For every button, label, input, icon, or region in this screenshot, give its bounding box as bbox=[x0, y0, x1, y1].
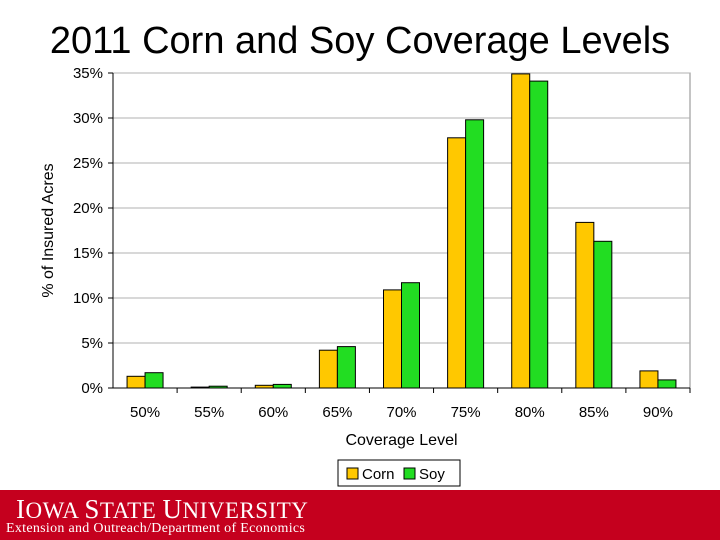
x-tick-label: 75% bbox=[451, 404, 481, 421]
y-tick-label: 5% bbox=[81, 335, 103, 352]
bar-corn-60 bbox=[254, 384, 274, 389]
y-tick-label: 35% bbox=[73, 65, 103, 82]
bar-soy-85 bbox=[593, 240, 613, 389]
y-axis-title: % of Insured Acres bbox=[40, 163, 57, 297]
x-tick-label: 70% bbox=[386, 404, 416, 421]
bar-corn-90 bbox=[639, 370, 659, 389]
y-tick-label: 25% bbox=[73, 155, 103, 172]
y-tick-label: 10% bbox=[73, 290, 103, 307]
bar-soy-50 bbox=[144, 372, 164, 389]
bar-corn-55 bbox=[190, 386, 210, 389]
footer-subtitle: Extension and Outreach/Department of Eco… bbox=[6, 521, 306, 536]
x-tick-label: 85% bbox=[579, 404, 609, 421]
x-tick-label: 50% bbox=[130, 404, 160, 421]
bar-corn-75 bbox=[447, 137, 467, 389]
x-tick-label: 80% bbox=[515, 404, 545, 421]
x-tick-label: 65% bbox=[322, 404, 352, 421]
x-tick-label: 90% bbox=[643, 404, 673, 421]
bar-soy-65 bbox=[336, 346, 356, 389]
bar-soy-55 bbox=[208, 385, 228, 389]
bar-corn-50 bbox=[126, 375, 146, 389]
x-axis-title: Coverage Level bbox=[345, 432, 457, 449]
bar-corn-80 bbox=[511, 73, 531, 389]
legend-label-corn: Corn bbox=[362, 466, 395, 483]
y-tick-label: 30% bbox=[73, 110, 103, 127]
bar-chart: 0% 5% 10% 15% 20% 25% 30% 35% 50% 55% 60% 65% 70% 75%… bbox=[40, 65, 691, 487]
x-tick-label: 55% bbox=[194, 404, 224, 421]
slide-title: 2011 Corn and Soy Coverage Levels bbox=[49, 20, 671, 62]
y-tick-label: 15% bbox=[73, 245, 103, 262]
x-tick-label: 60% bbox=[258, 404, 288, 421]
bar-soy-90 bbox=[657, 379, 677, 389]
bar-soy-75 bbox=[465, 119, 485, 389]
bar-corn-65 bbox=[318, 349, 338, 389]
y-tick-label: 20% bbox=[73, 200, 103, 217]
bar-corn-85 bbox=[575, 221, 595, 389]
bar-soy-60 bbox=[272, 383, 292, 389]
legend-swatch-soy bbox=[403, 467, 416, 480]
legend-label-soy: Soy bbox=[419, 466, 445, 483]
university-logo: IOWA STATE UNIVERSITY bbox=[16, 494, 309, 524]
legend-swatch-corn bbox=[346, 467, 359, 480]
footer-banner: IOWA STATE UNIVERSITY Extension and Outr… bbox=[0, 490, 720, 540]
bar-soy-80 bbox=[529, 80, 549, 389]
y-tick-label: 0% bbox=[81, 380, 103, 397]
bar-soy-70 bbox=[401, 282, 420, 389]
bar-corn-70 bbox=[383, 289, 402, 389]
